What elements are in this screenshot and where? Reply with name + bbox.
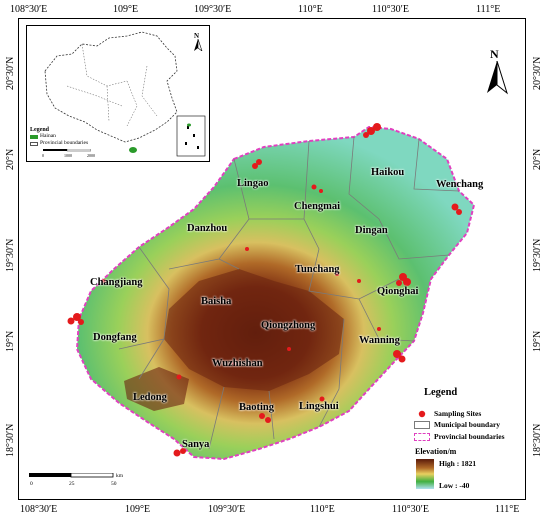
tick-right-3: 19°30′N [532, 238, 543, 272]
north-arrow-icon [487, 61, 508, 95]
label-changjiang: Changjiang [90, 277, 143, 288]
sampling-site-symbol [418, 410, 426, 418]
inset-scale-1000: 1000 [64, 153, 72, 158]
inset-provincial-swatch [30, 142, 38, 146]
label-wanning: Wanning [359, 335, 400, 346]
inset-provincial-label: Provincial boundaries [40, 140, 89, 146]
tick-left-3: 19°30′N [5, 238, 16, 272]
legend-elevation-title: Elevation/m [415, 447, 457, 456]
north-label: N [490, 47, 499, 61]
inset-hainan-label: Hainan [40, 133, 56, 139]
tick-right-1: 20°30′N [532, 56, 543, 90]
china-inset-map: N Legend Hainan Provincial boundaries 0 … [26, 25, 210, 162]
scale-label-25: 25 [69, 481, 75, 487]
tick-left-2: 20°N [5, 148, 16, 170]
tick-right-2: 20°N [532, 148, 543, 170]
label-wenchang: Wenchang [436, 179, 484, 190]
label-dongfang: Dongfang [93, 332, 137, 343]
hainan-inset-mark [129, 147, 137, 153]
legend-sampling: Sampling Sites [434, 409, 482, 418]
legend-municipal: Municipal boundary [434, 420, 501, 429]
legend-title: Legend [424, 387, 458, 398]
label-chengmai: Chengmai [294, 201, 341, 212]
label-lingao: Lingao [237, 178, 269, 189]
tick-top-1: 108°30′E [10, 4, 48, 15]
tick-bottom-3: 109°30′E [208, 504, 246, 515]
provincial-symbol [414, 433, 430, 441]
label-danzhou: Danzhou [187, 223, 228, 234]
label-ledong: Ledong [133, 392, 167, 403]
label-sanya: Sanya [182, 439, 210, 450]
label-qiongzhong: Qiongzhong [261, 320, 316, 331]
sampling-sites [67, 123, 462, 457]
tick-bottom-4: 110°E [310, 504, 335, 515]
inset-north-label: N [194, 32, 200, 40]
tick-left-5: 18°30′N [5, 423, 16, 457]
tick-top-4: 110°E [298, 4, 323, 15]
scale-label-50: 50 [111, 481, 117, 487]
inset-scale-2000: 2000 [87, 153, 95, 158]
inset-north-arrow-icon [194, 39, 203, 51]
legend-provincial: Provincial boundaries [434, 432, 505, 441]
tick-top-5: 110°30′E [372, 4, 409, 15]
label-dingan: Dingan [355, 225, 388, 236]
label-baoting: Baoting [239, 402, 275, 413]
tick-top-2: 109°E [113, 4, 139, 15]
scale-unit: km [116, 473, 124, 479]
tick-bottom-6: 111°E [495, 504, 520, 515]
label-lingshui: Lingshui [299, 401, 339, 412]
inset-legend-title: Legend [30, 127, 50, 133]
tick-right-5: 18°30′N [532, 423, 543, 457]
label-tunchang: Tunchang [295, 264, 340, 275]
scale-bar-graphic [29, 473, 114, 478]
tick-left-1: 20°30′N [5, 56, 16, 90]
legend-low: Low : -40 [439, 481, 470, 490]
tick-right-4: 19°N [532, 330, 543, 352]
tick-bottom-2: 109°E [125, 504, 151, 515]
elevation-ramp [416, 459, 434, 489]
tick-top-3: 109°30′E [194, 4, 232, 15]
municipal-symbol [414, 421, 430, 429]
label-wuzhishan: Wuzhishan [212, 358, 263, 369]
tick-bottom-5: 110°30′E [392, 504, 429, 515]
legend-high: High : 1821 [439, 459, 477, 468]
inset-scale-graphic [43, 149, 91, 152]
label-baisha: Baisha [201, 296, 232, 307]
tick-bottom-1: 108°30′E [20, 504, 58, 515]
municipal-boundaries [118, 136, 460, 450]
north-arrow: N [485, 47, 509, 95]
tick-top-6: 111°E [476, 4, 501, 15]
inset-hainan-swatch [30, 135, 38, 139]
china-outline [44, 31, 206, 157]
inset-scale-0: 0 [42, 153, 44, 158]
label-haikou: Haikou [371, 167, 405, 178]
label-qionghai: Qionghai [377, 286, 419, 297]
tick-left-4: 19°N [5, 330, 16, 352]
scale-label-0: 0 [30, 481, 33, 487]
hainan-map [67, 123, 476, 461]
